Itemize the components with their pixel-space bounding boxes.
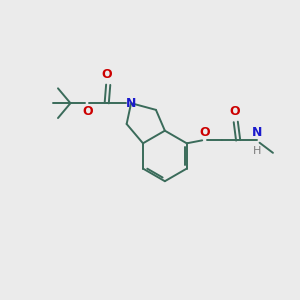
Text: N: N	[126, 97, 136, 110]
Text: O: O	[229, 105, 240, 118]
Text: O: O	[83, 105, 93, 118]
Text: N: N	[251, 126, 262, 139]
Text: H: H	[253, 146, 261, 156]
Text: O: O	[101, 68, 112, 81]
Text: O: O	[199, 126, 210, 139]
